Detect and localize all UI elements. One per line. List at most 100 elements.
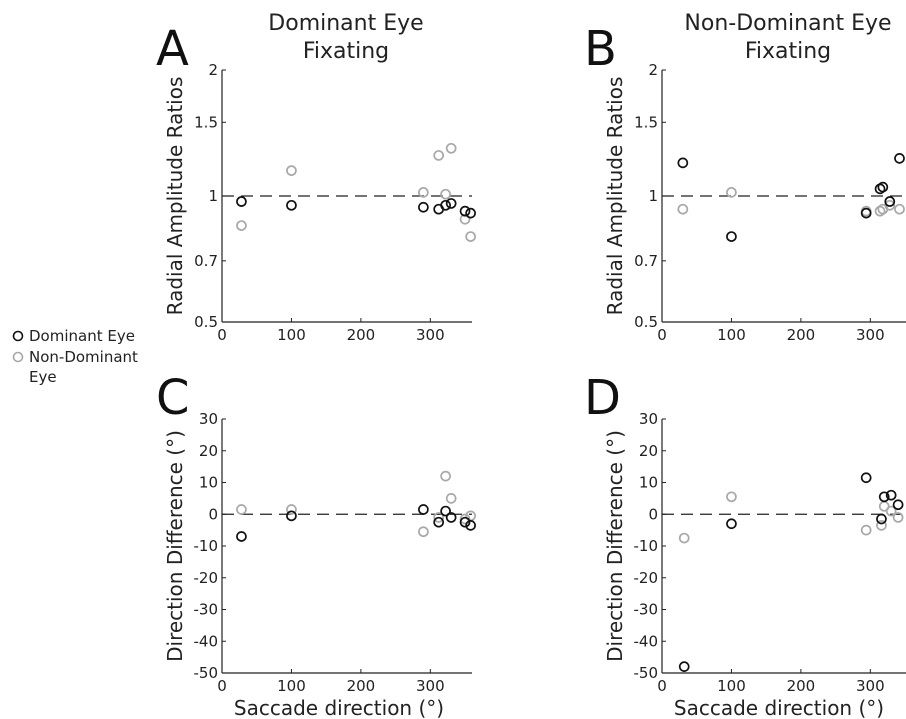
panel-d-point-dominant: [878, 491, 890, 503]
panel-d-x-tick-label: 300: [856, 677, 885, 695]
panel-a-point-nondominant: [465, 231, 476, 242]
panel-d-x-tick-label: 200: [787, 677, 816, 695]
panel-a-point-nondominant: [440, 188, 451, 200]
panel-a-point-dominant: [236, 196, 247, 207]
panel-d-y-tick-label: -50: [634, 664, 659, 682]
panel-a-point-nondominant: [433, 150, 445, 161]
panel-b-title-line2: Fixating: [745, 39, 831, 64]
panel-b-y-tick-label: 1.5: [634, 113, 658, 131]
panel-a-x-tick-label: 0: [217, 326, 227, 344]
panel-c-point-dominant: [433, 516, 445, 528]
panel-d-point-nondominant: [876, 520, 887, 531]
panel-c-y-tick-label: 20: [199, 442, 218, 460]
panel-b-point-dominant: [860, 207, 872, 219]
panel-c-x-tick-label: 100: [277, 677, 306, 695]
panel-a-y-tick-label: 2: [208, 61, 218, 79]
panel-label-a: A: [156, 21, 189, 77]
panel-b-point-nondominant: [677, 203, 689, 215]
panel-c-point-nondominant: [440, 470, 451, 482]
panel-a-point-dominant: [418, 201, 429, 213]
panel-c-point-nondominant: [433, 512, 445, 523]
panel-c-point-dominant: [236, 531, 247, 542]
panel-c-point-dominant: [465, 520, 476, 531]
panel-c-point-nondominant: [236, 504, 247, 515]
panel-c-point-dominant: [418, 504, 429, 515]
panel-c-x-axis-label: Saccade direction (°): [234, 696, 444, 719]
panel-b-point-dominant: [894, 153, 905, 164]
panel-label-b: B: [584, 21, 617, 77]
panel-c-x-tick-label: 0: [217, 677, 227, 695]
panel-b-x-tick-label: 0: [657, 326, 667, 344]
panel-c-y-tick-label: -10: [194, 537, 219, 555]
panel-a-point-nondominant: [459, 213, 471, 225]
panel-d-point-dominant: [885, 489, 897, 501]
panel-a-x-tick-label: 300: [416, 326, 445, 344]
panel-a-point-nondominant: [236, 220, 247, 231]
panel-d-y-tick-label: -20: [634, 569, 659, 587]
panel-d-point-nondominant: [892, 512, 904, 523]
panel-d-y-tick-label: 20: [639, 442, 658, 460]
panel-d-y-tick-label: 10: [639, 474, 658, 492]
panel-c-y-tick-label: 0: [208, 505, 218, 523]
panel-b-x-tick-label: 200: [787, 326, 816, 344]
legend-label-nondominant: Non-Dominant Eye: [29, 348, 143, 386]
panel-c-point-dominant: [440, 505, 451, 517]
panel-a-y-tick-label: 1: [208, 187, 218, 205]
panel-d-point-dominant: [860, 472, 872, 484]
panel-a-title-line2: Fixating: [303, 39, 389, 64]
panel-b-y-tick-label: 2: [648, 61, 658, 79]
panel-d-point-dominant: [892, 499, 904, 511]
panel-b-y-tick-label: 0.7: [634, 252, 658, 270]
panel-a-point-dominant: [459, 205, 471, 217]
panel-label-c: C: [156, 370, 190, 426]
panel-a-y-tick-label: 0.7: [194, 252, 218, 270]
panel-c-y-tick-label: -40: [194, 632, 219, 650]
panel-d-point-dominant: [678, 661, 690, 673]
panel-a-point-nondominant: [445, 142, 457, 154]
panel-c-point-nondominant: [286, 504, 297, 515]
panel-c-y-tick-label: 30: [199, 410, 218, 428]
panel-b-y-tick-label: 1: [648, 187, 658, 205]
panel-d-point-nondominant: [885, 505, 897, 517]
panel-b-x-tick-label: 100: [717, 326, 746, 344]
panel-a-chart: 0.5 0.7 1 1.5 2 0 100 200 300 Radial Amplitude Ra…: [163, 61, 476, 344]
panel-b-point-dominant: [884, 196, 896, 207]
panel-b-point-dominant: [726, 231, 737, 242]
panel-d-x-tick-label: 0: [657, 677, 667, 695]
panel-c-point-nondominant: [418, 526, 429, 538]
panel-d-point-nondominant: [726, 491, 737, 503]
panel-b-point-dominant: [877, 181, 889, 193]
panel-c-y-tick-label: 10: [199, 474, 218, 492]
panel-c-point-nondominant: [445, 493, 457, 504]
panel-d-y-tick-label: -30: [634, 601, 659, 619]
panel-c-point-dominant: [445, 512, 457, 523]
panel-d-y-tick-label: -40: [634, 632, 659, 650]
panel-a-point-dominant: [286, 199, 297, 211]
panel-d-y-tick-label: 0: [648, 505, 658, 523]
legend-label-dominant: Dominant Eye: [29, 327, 135, 345]
panel-b-point-nondominant: [884, 199, 896, 211]
panel-a-y-tick-label: 0.5: [194, 313, 218, 331]
panel-a-x-tick-label: 100: [277, 326, 306, 344]
panel-a-y-tick-label: 1.5: [194, 113, 218, 131]
panel-b-chart: 0.5 0.7 1 1.5 2 0 100 200 300 Radial Amplitude Ra…: [603, 61, 906, 344]
panel-d-y-tick-label: -10: [634, 537, 659, 555]
panel-d-point-nondominant: [860, 524, 872, 536]
panel-a-point-nondominant: [286, 165, 297, 176]
panel-c-x-tick-label: 300: [416, 677, 445, 695]
panel-c-y-axis-label: Direction Difference (°): [163, 430, 187, 662]
panel-d-point-dominant: [876, 513, 887, 525]
panel-c-y-tick-label: -20: [194, 569, 219, 587]
panel-d-point-dominant: [726, 518, 737, 530]
panel-d-y-axis-label: Direction Difference (°): [603, 430, 627, 662]
panel-b-point-nondominant: [726, 187, 737, 198]
panel-b-point-nondominant: [874, 205, 886, 217]
panel-c-point-dominant: [459, 516, 471, 528]
panel-b-point-nondominant: [894, 203, 905, 215]
panel-b-y-axis-label: Radial Amplitude Ratios: [603, 77, 627, 316]
panel-d-x-tick-label: 100: [717, 677, 746, 695]
panel-b-x-tick-label: 300: [856, 326, 885, 344]
panel-c-point-dominant: [286, 510, 297, 522]
